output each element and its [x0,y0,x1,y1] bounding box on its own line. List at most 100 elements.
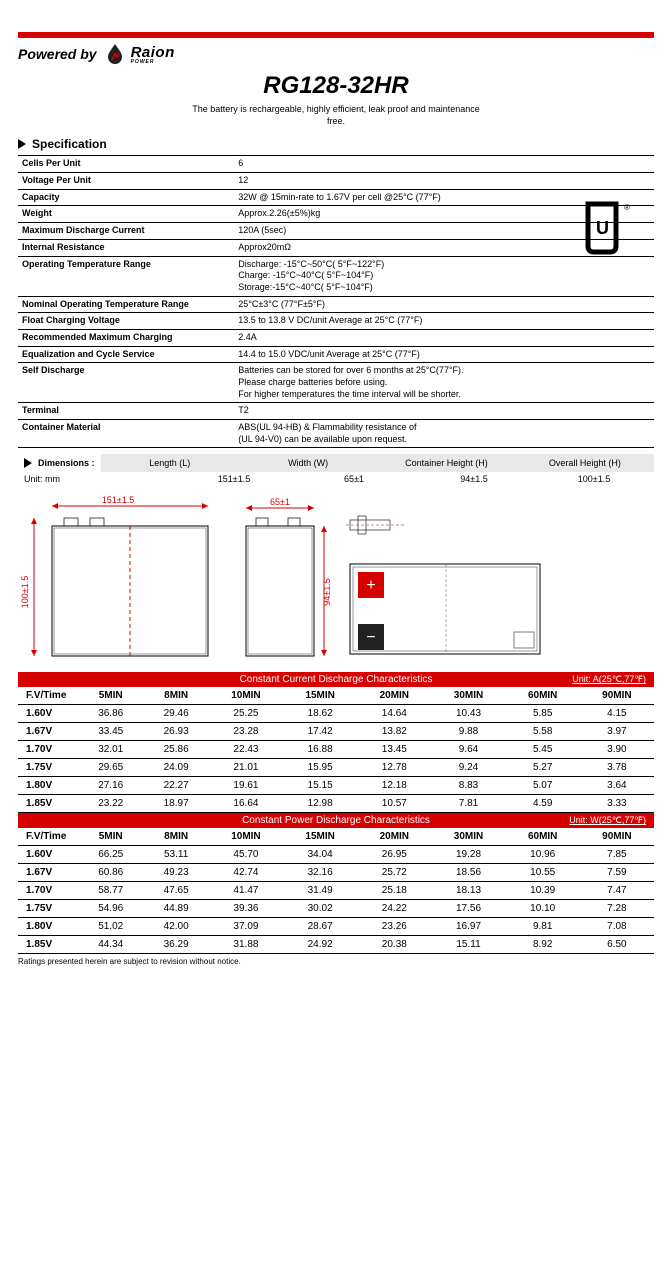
fv-label: 1.80V [18,777,78,795]
dim-val-length: 151±1.5 [174,472,294,486]
side-view-drawing: 65±1 94±1.5 [232,496,332,664]
discharge-value: 12.78 [357,759,431,777]
discharge-value: 15.95 [283,759,357,777]
discharge-value: 14.64 [357,705,431,723]
discharge-value: 5.45 [506,741,580,759]
discharge-value: 23.22 [78,795,143,813]
discharge-value: 16.97 [431,918,505,936]
time-column-header: 5MIN [78,687,143,705]
time-column-header: 20MIN [357,687,431,705]
discharge-value: 9.81 [506,918,580,936]
svg-text:−: − [366,629,375,646]
spec-value: 14.4 to 15.0 VDC/unit Average at 25°C (7… [234,346,654,363]
discharge-value: 49.23 [143,864,208,882]
front-len-dim: 151±1.5 [102,496,134,505]
triangle-bullet-icon [18,139,26,149]
part-number-title: RG128-32HR [18,72,654,100]
fv-label: 1.70V [18,882,78,900]
terminal-detail-icon [346,510,406,540]
spec-value: ABS(UL 94-HB) & Flammability resistance … [234,420,654,448]
discharge-value: 19.28 [431,846,505,864]
spec-label: Maximum Discharge Current [18,223,234,240]
discharge-value: 7.28 [580,900,654,918]
fv-label: 1.67V [18,864,78,882]
spec-label: Capacity [18,189,234,206]
time-column-header: 30MIN [431,828,505,846]
discharge-value: 25.86 [143,741,208,759]
discharge-value: 10.10 [506,900,580,918]
triangle-bullet-icon [24,458,32,468]
top-view-drawing: + − [346,546,546,664]
discharge-value: 9.88 [431,723,505,741]
time-column-header: 90MIN [580,687,654,705]
spec-label: Weight [18,206,234,223]
discharge-value: 3.78 [580,759,654,777]
discharge-value: 5.85 [506,705,580,723]
discharge-value: 45.70 [209,846,283,864]
fv-label: 1.75V [18,759,78,777]
discharge-value: 3.33 [580,795,654,813]
discharge-value: 3.64 [580,777,654,795]
discharge-value: 12.18 [357,777,431,795]
discharge-value: 47.65 [143,882,208,900]
spec-value: 25°C±3°C (77°F±5°F) [234,296,654,313]
dimensions-header-row: Dimensions : Length (L) Width (W) Contai… [18,454,654,472]
discharge-value: 33.45 [78,723,143,741]
time-column-header: 10MIN [209,687,283,705]
svg-text:65±1: 65±1 [270,497,290,507]
svg-text:94±1.5: 94±1.5 [322,579,332,606]
powered-by-text: Powered by [18,46,97,62]
subtitle-text: The battery is rechargeable, highly effi… [186,104,486,127]
current-discharge-title: Constant Current Discharge Characteristi… [240,674,433,685]
discharge-value: 22.27 [143,777,208,795]
raion-logo: Raion POWER [103,42,175,66]
discharge-value: 13.45 [357,741,431,759]
discharge-value: 25.18 [357,882,431,900]
dim-val-overall-h: 100±1.5 [534,472,654,486]
discharge-value: 3.97 [580,723,654,741]
discharge-value: 7.47 [580,882,654,900]
svg-text:+: + [366,577,375,594]
dim-unit-label: Unit: mm [18,472,174,486]
discharge-value: 26.93 [143,723,208,741]
discharge-value: 39.36 [209,900,283,918]
svg-text:U: U [596,218,609,238]
time-column-header: 8MIN [143,828,208,846]
discharge-value: 32.16 [283,864,357,882]
time-column-header: 15MIN [283,687,357,705]
discharge-value: 36.86 [78,705,143,723]
discharge-value: 29.46 [143,705,208,723]
spec-label: Voltage Per Unit [18,173,234,190]
discharge-value: 10.96 [506,846,580,864]
discharge-value: 58.77 [78,882,143,900]
discharge-value: 51.02 [78,918,143,936]
discharge-value: 9.64 [431,741,505,759]
discharge-value: 17.56 [431,900,505,918]
spec-label: Container Material [18,420,234,448]
raion-drop-icon [103,42,127,66]
dimensions-values-row: Unit: mm 151±1.5 65±1 94±1.5 100±1.5 [18,472,654,486]
discharge-value: 15.15 [283,777,357,795]
discharge-value: 19.61 [209,777,283,795]
discharge-value: 20.38 [357,936,431,954]
discharge-value: 7.08 [580,918,654,936]
fv-label: 1.85V [18,936,78,954]
discharge-value: 10.57 [357,795,431,813]
discharge-value: 5.58 [506,723,580,741]
discharge-value: 3.90 [580,741,654,759]
discharge-value: 21.01 [209,759,283,777]
discharge-value: 7.59 [580,864,654,882]
spec-value: T2 [234,403,654,420]
discharge-value: 66.25 [78,846,143,864]
discharge-value: 24.22 [357,900,431,918]
discharge-value: 28.67 [283,918,357,936]
fv-label: 1.85V [18,795,78,813]
logo-brand-text: Raion [131,44,175,61]
spec-value: Batteries can be stored for over 6 month… [234,363,654,403]
discharge-value: 44.34 [78,936,143,954]
discharge-value: 18.56 [431,864,505,882]
discharge-value: 24.92 [283,936,357,954]
discharge-value: 8.83 [431,777,505,795]
spec-label: Float Charging Voltage [18,313,234,330]
discharge-value: 23.26 [357,918,431,936]
